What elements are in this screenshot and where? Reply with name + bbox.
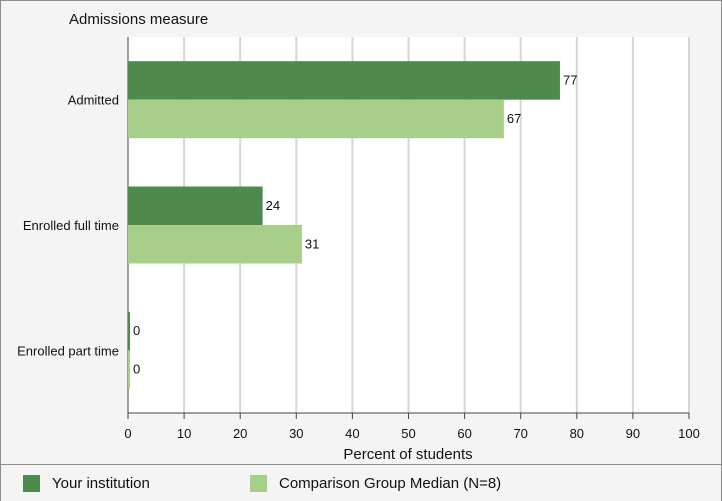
data-label: 77 — [563, 72, 577, 87]
chart-title: Admissions measure — [69, 11, 208, 28]
data-label: 0 — [133, 323, 140, 338]
category-label: Admitted — [68, 93, 119, 108]
x-tick-label: 90 — [626, 426, 640, 441]
x-tick-label: 70 — [513, 426, 527, 441]
x-tick-label: 20 — [233, 426, 247, 441]
bar-your-institution — [128, 311, 130, 351]
data-label: 31 — [305, 236, 319, 251]
bars — [128, 61, 560, 389]
category-label: Enrolled part time — [17, 343, 119, 358]
x-tick-label: 100 — [678, 426, 700, 441]
x-axis-label: Percent of students — [343, 446, 472, 463]
legend-label: Comparison Group Median (N=8) — [279, 474, 502, 492]
bar-chart: Admissions measure 0 10 20 30 40 50 60 70 80 90 10… — [17, 11, 700, 463]
legend-swatch — [23, 474, 40, 492]
bar-your-institution — [128, 186, 263, 225]
data-label: 0 — [133, 362, 140, 377]
legend: Your institution Comparison Group Median … — [1, 464, 721, 501]
x-tick-label: 40 — [345, 426, 359, 441]
legend-item: Your institution — [23, 465, 150, 501]
x-tick-label: 0 — [124, 426, 131, 441]
legend-label: Your institution — [52, 474, 150, 492]
legend-swatch — [250, 474, 267, 492]
data-label: 67 — [507, 111, 521, 126]
bar-comparison-median — [128, 99, 504, 139]
x-tick-label: 10 — [177, 426, 191, 441]
bar-your-institution — [128, 61, 560, 100]
category-label: Enrolled full time — [23, 218, 119, 233]
x-tick-label: 50 — [401, 426, 415, 441]
bar-comparison-median — [128, 350, 130, 389]
x-tick-label: 30 — [289, 426, 303, 441]
bar-comparison-median — [128, 225, 302, 264]
data-label: 24 — [266, 198, 280, 213]
x-tick-label: 80 — [570, 426, 584, 441]
legend-item: Comparison Group Median (N=8) — [250, 465, 501, 501]
labels: 0 10 20 30 40 50 60 70 80 90 100 Admitted 77 67 Enroll… — [17, 72, 700, 441]
x-tick-label: 60 — [457, 426, 471, 441]
